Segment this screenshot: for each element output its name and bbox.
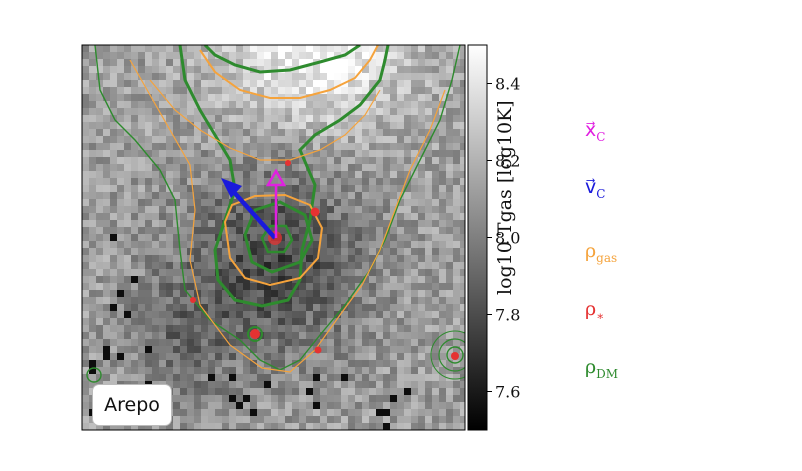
colorbar-tick-label: 7.8 (495, 306, 520, 325)
gas-contour-mid (223, 193, 324, 287)
dm-clump-right-ring (430, 330, 465, 380)
colorbar (467, 44, 488, 431)
colorbar-tick-label: 7.6 (495, 383, 520, 402)
dm-clump-left (86, 367, 102, 383)
star-clump-top (285, 160, 291, 166)
dm-clump-right (446, 346, 464, 364)
legend-dm: ρDM (585, 356, 619, 381)
dm-clump-bottom (247, 326, 263, 342)
colorbar-tick-label: 8.0 (495, 229, 520, 248)
panel-label: Arepo (92, 384, 172, 426)
dm-clump-right-outer (438, 338, 465, 372)
dm-contour-mid (178, 45, 390, 308)
colorbar-ticks: 8.4 8.2 8.0 7.8 7.6 (487, 75, 520, 402)
panel-frame (81, 44, 466, 431)
gas-contour-outer (129, 59, 446, 373)
velocity-arrow (221, 178, 277, 240)
colorbar-label: log10 Tgas [log10K] (494, 100, 516, 295)
dm-contour-outer (94, 45, 461, 371)
position-marker (265, 168, 287, 238)
dm-contour-core (260, 224, 294, 254)
star-clump-far-right (451, 352, 459, 360)
legend-stars: ρ∗ (585, 298, 605, 323)
star-clump-bottom (250, 329, 260, 339)
gas-contour-top (199, 45, 379, 99)
dm-contour-top (203, 45, 361, 74)
star-clump-bottom-right (314, 346, 322, 354)
star-clump-right (310, 207, 320, 217)
legend-position: x⃗C (585, 119, 606, 144)
star-clump-left (190, 297, 196, 303)
colorbar-tick-label: 8.2 (495, 152, 520, 171)
legend-gas: ρgas (585, 240, 618, 265)
colorbar-tick-label: 8.4 (495, 75, 520, 94)
gas-contour-upper (149, 79, 381, 161)
legend-velocity: v⃗C (585, 176, 606, 201)
dm-contour-inner (243, 200, 314, 274)
